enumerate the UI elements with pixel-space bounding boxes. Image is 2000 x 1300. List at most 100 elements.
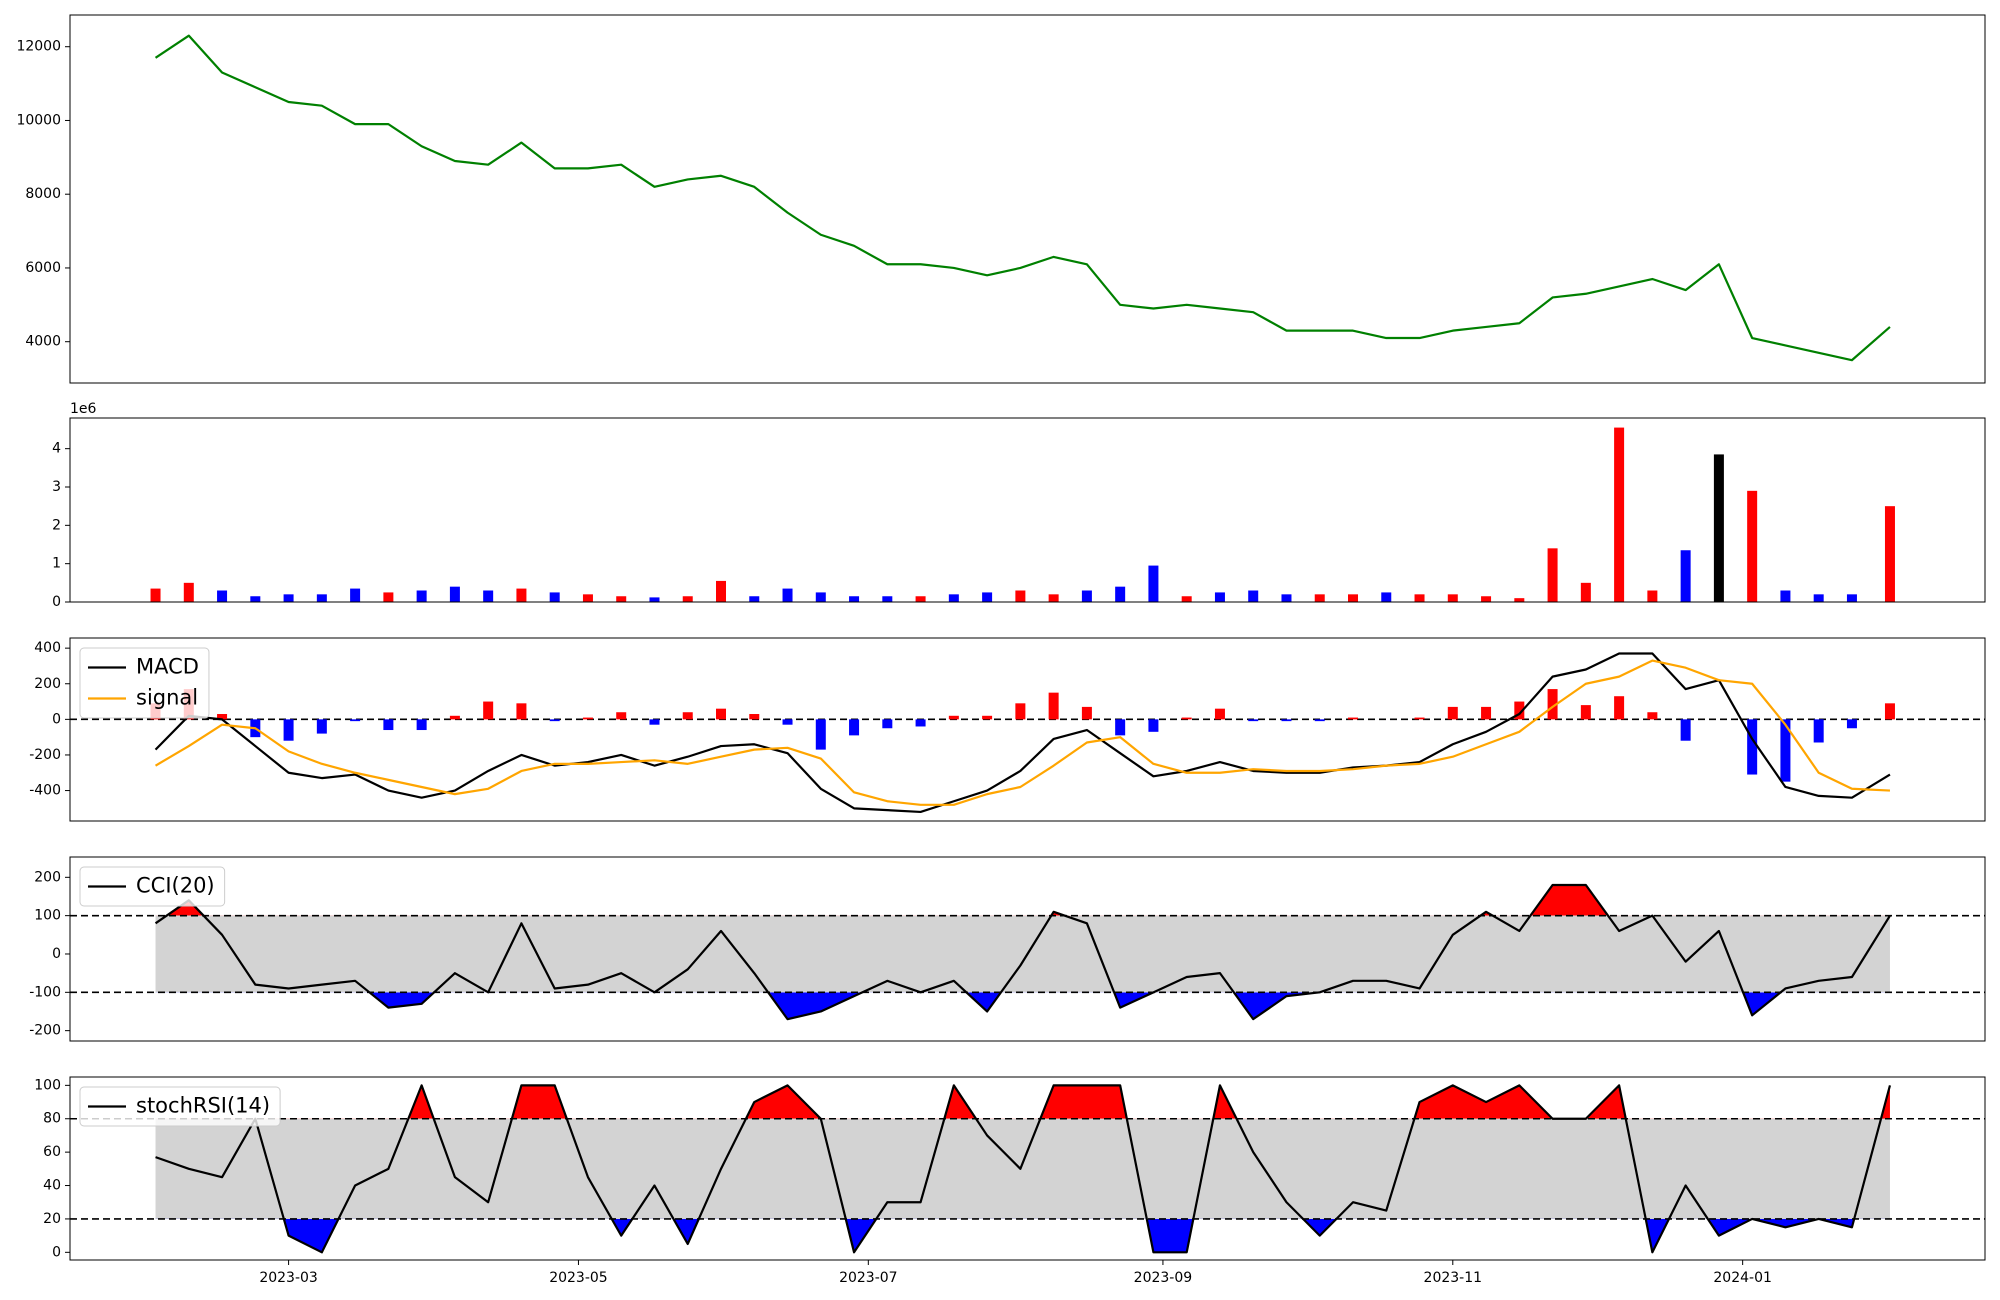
series-line [155,1084,1892,1254]
histogram-bar [1181,717,1192,720]
bar [982,592,993,602]
histogram-bar [1048,692,1059,720]
axes-frame [69,14,1986,384]
legend-label: CCI(20) [136,874,215,898]
bar [1747,490,1758,602]
series-line [154,652,1891,814]
y-tick-label: 4 [52,441,61,457]
histogram-bar [1314,719,1325,722]
y-tick-label: 200 [34,676,61,692]
histogram-bar [283,719,294,741]
y-tick-label: 12000 [16,39,61,55]
axis-offset-label: 1e6 [70,401,97,417]
histogram-bar [1348,717,1359,720]
bar [183,582,194,602]
histogram-bar [915,719,926,727]
panel [70,883,1985,1021]
histogram-bar [882,719,893,729]
histogram-bar [1115,719,1126,736]
y-tick-label: 4000 [25,334,61,350]
bar [283,594,294,602]
y-tick-label: 400 [34,640,61,656]
bar [1547,548,1558,602]
legend-label: MACD [136,655,199,679]
x-tick-label: 2023-03 [259,1270,318,1286]
bar [948,594,959,602]
series-line [154,659,1891,806]
y-tick-label: 100 [34,1077,61,1093]
x-tick-label: 2023-07 [839,1270,898,1286]
bar [815,592,826,602]
histogram-bar [1547,689,1558,720]
bar [1680,550,1691,602]
bar [449,586,460,602]
bar [1081,590,1092,602]
histogram-bar [1015,703,1026,720]
histogram-bar [982,715,993,720]
bar [582,594,593,602]
bar [1048,594,1059,602]
bar [782,588,793,602]
y-tick-label: -200 [29,1023,61,1039]
histogram-bar [1614,696,1625,720]
x-tick-label: 2023-11 [1424,1270,1483,1286]
x-tick-label: 2023-05 [549,1270,608,1286]
y-tick-label: 3 [52,479,61,495]
histogram-bar [1747,719,1758,775]
histogram-bar [1281,719,1292,722]
axes-frame [69,1076,1986,1261]
axes-frame [69,417,1986,603]
y-tick-label: 200 [34,869,61,885]
y-tick-label: -200 [29,747,61,763]
bar [383,592,394,602]
histogram-bar [582,717,593,720]
bar [1148,565,1159,602]
y-tick-label: -400 [29,783,61,799]
histogram-bar [1580,705,1591,720]
bar [350,588,361,602]
legend-box [79,866,226,907]
histogram-bar [449,715,460,720]
axes-frame [69,637,1986,822]
histogram-bar [1148,719,1159,732]
histogram-bar [416,719,427,731]
y-tick-label: 20 [43,1211,61,1227]
axes-frame [69,856,1986,1042]
legend-label: signal [136,686,198,710]
bar [1447,594,1458,602]
legend-label: stochRSI(14) [136,1094,270,1118]
bar [749,596,760,602]
bar [915,596,926,602]
histogram-bar [1248,719,1259,722]
bar [649,597,660,602]
histogram-bar [516,703,527,720]
histogram-bar [1481,706,1492,720]
bar [549,592,560,602]
y-tick-label: -100 [29,984,61,1000]
histogram-bar [1214,708,1225,720]
bar [1713,454,1724,602]
y-tick-label: 0 [52,594,61,610]
legend-box [79,1086,281,1127]
bar [1780,590,1791,602]
bar [416,590,427,602]
histogram-bar [815,719,826,750]
histogram-bar [316,719,327,734]
y-tick-label: 80 [43,1111,61,1127]
series-line [154,883,1891,1021]
series-line [154,34,1891,362]
bar [616,596,627,602]
histogram-bar [616,712,627,720]
bar [150,588,161,602]
histogram-bar [1884,703,1895,720]
bar [1281,594,1292,602]
histogram-bar [217,714,228,720]
y-tick-label: 100 [34,908,61,924]
y-tick-label: 6000 [25,260,61,276]
histogram-bar [350,719,361,722]
bar [849,596,860,602]
bar [882,596,893,602]
histogram-bar [1780,719,1791,782]
panel [70,652,1985,814]
